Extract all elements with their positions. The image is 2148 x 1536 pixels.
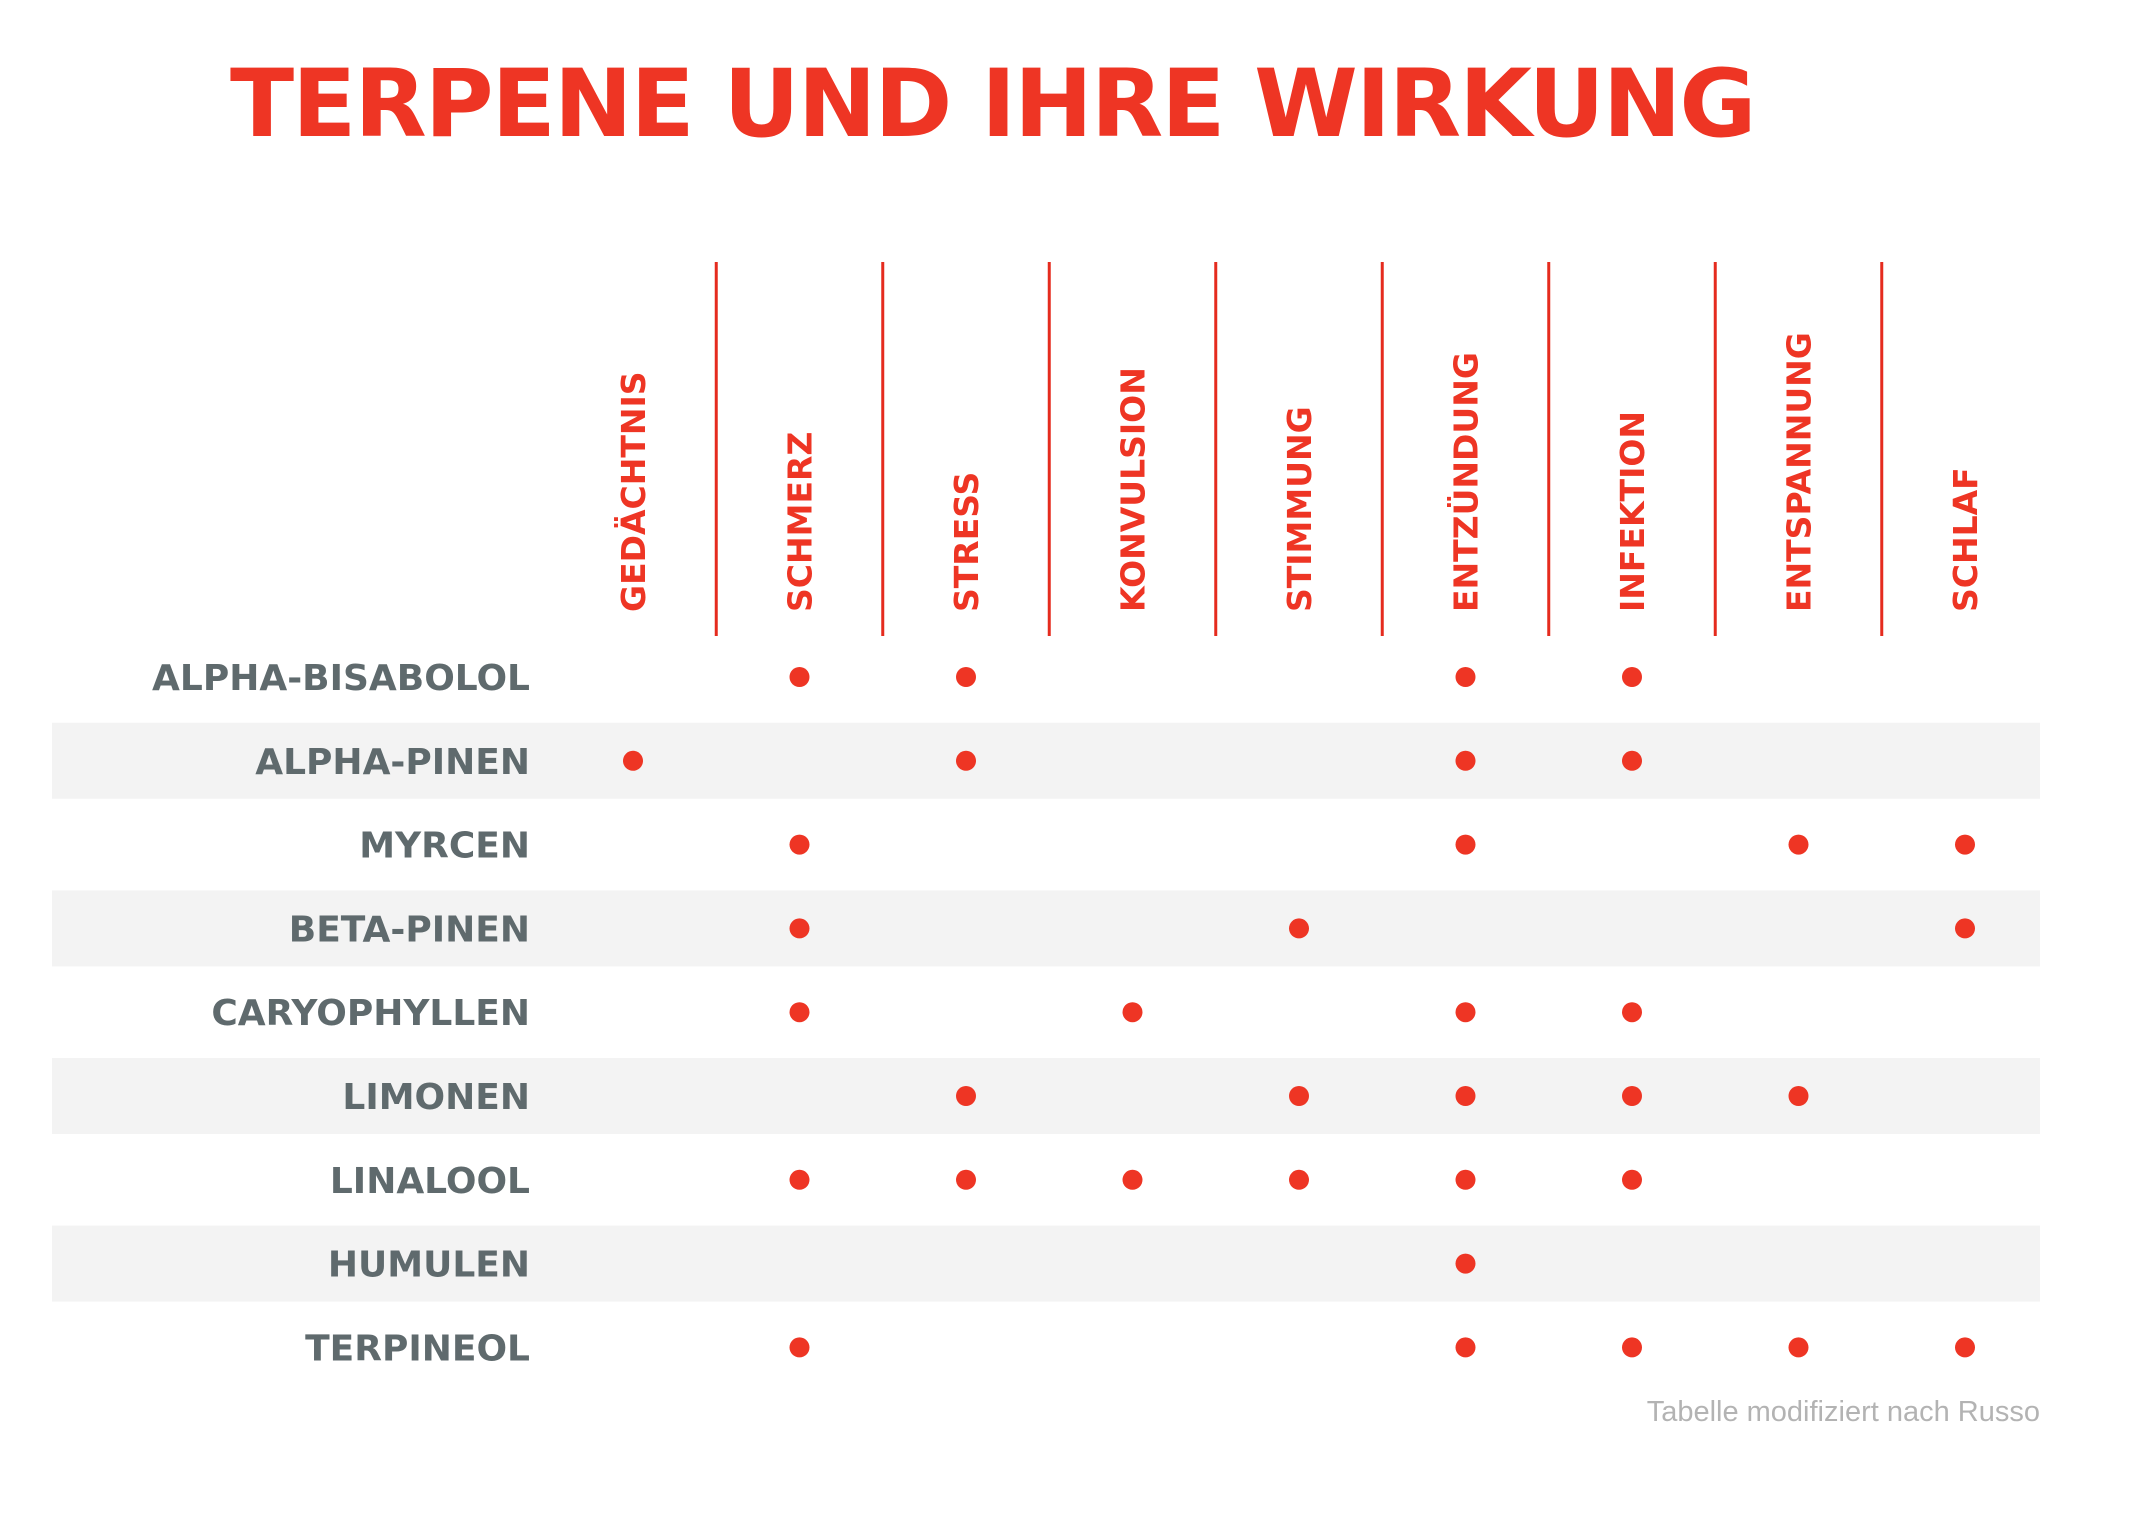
effect-dot — [1622, 667, 1642, 687]
effect-dot — [1289, 1086, 1309, 1106]
effect-dot — [789, 667, 810, 687]
effect-dot — [789, 1337, 810, 1358]
effect-dot — [1622, 750, 1642, 771]
row-band — [52, 1058, 2040, 1134]
column-label: ENTSPANNUNG — [1780, 332, 1819, 612]
column-label: SCHLAF — [1946, 467, 1985, 612]
row-label: LINALOOL — [330, 1161, 530, 1202]
row-band — [52, 722, 2040, 799]
effect-dot — [1955, 834, 1975, 855]
effect-dot — [1622, 1086, 1642, 1106]
effect-dot — [956, 667, 976, 687]
effect-dot — [1455, 1169, 1476, 1190]
effect-dot — [1455, 1337, 1476, 1358]
column-label: SCHMERZ — [781, 432, 820, 612]
effect-dot — [1455, 1253, 1476, 1274]
effect-dot — [956, 1169, 976, 1190]
column-label: INFEKTION — [1613, 411, 1652, 612]
row-label: MYRCEN — [359, 826, 530, 867]
effect-dot — [1455, 1086, 1476, 1106]
effect-dot — [789, 834, 810, 855]
column-label: KONVULSION — [1114, 367, 1153, 612]
column-labels: GEDÄCHTNIS SCHMERZ STRESS KONVULSION STIMMUN… — [613, 332, 1985, 612]
effect-dot — [789, 918, 810, 939]
effect-dot — [1289, 1169, 1309, 1190]
effect-dot — [789, 1169, 810, 1190]
row-label: ALPHA-PINEN — [255, 742, 530, 783]
row-label: CARYOPHYLLEN — [211, 993, 530, 1034]
column-label: STRESS — [947, 472, 986, 612]
row-bands — [52, 722, 2040, 1302]
effect-dot — [956, 750, 976, 771]
effect-dot — [1788, 834, 1809, 855]
row-labels: ALPHA-BISABOLOL ALPHA-PINEN MYRCEN BETA-PIN… — [152, 658, 530, 1369]
column-label: GEDÄCHTNIS — [613, 371, 653, 612]
effect-dot — [1455, 667, 1476, 687]
effect-dots — [623, 667, 1975, 1358]
column-dividers — [714, 262, 1884, 636]
effect-dot — [1622, 1169, 1642, 1190]
effect-dot — [1455, 1002, 1476, 1023]
row-band — [52, 890, 2040, 967]
effect-dot — [1622, 1002, 1642, 1023]
column-label: STIMMUNG — [1280, 406, 1319, 612]
row-label: ALPHA-BISABOLOL — [152, 658, 530, 699]
effect-dot — [956, 1086, 976, 1106]
page-title: TERPENE UND IHRE WIRKUNG — [230, 50, 1757, 159]
row-label: LIMONEN — [342, 1077, 530, 1118]
effect-dot — [1788, 1337, 1809, 1358]
effect-dot — [1622, 1337, 1642, 1358]
effect-dot — [1955, 1337, 1975, 1358]
column-label: ENTZÜNDUNG — [1446, 352, 1486, 612]
effect-dot — [1455, 834, 1476, 855]
effect-dot — [1122, 1169, 1143, 1190]
row-label: TERPINEOL — [305, 1328, 530, 1369]
effect-dot — [789, 1002, 810, 1023]
effect-dot — [1955, 918, 1975, 939]
effect-dot — [1455, 750, 1476, 771]
effect-dot — [1788, 1086, 1809, 1106]
row-band — [52, 1225, 2040, 1302]
source-note: Tabelle modifiziert nach Russo — [1646, 1396, 2040, 1428]
row-label: BETA-PINEN — [289, 909, 530, 950]
effect-dot — [1289, 918, 1309, 939]
row-label: HUMULEN — [328, 1245, 530, 1286]
effect-dot — [1122, 1002, 1143, 1023]
effect-dot — [623, 750, 643, 771]
